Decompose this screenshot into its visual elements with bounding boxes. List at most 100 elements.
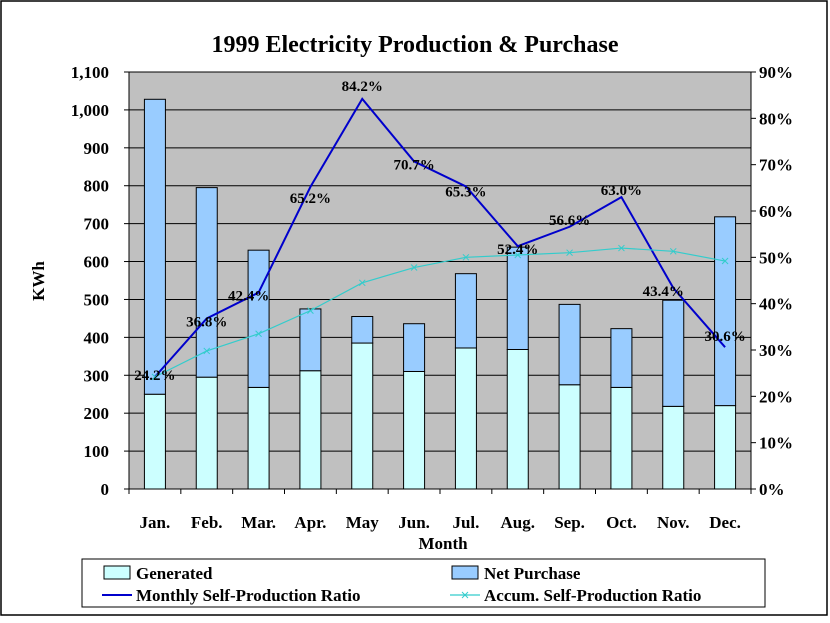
accum-point bbox=[721, 257, 729, 265]
bar-net-purchase bbox=[403, 323, 426, 372]
legend-swatch-net-purchase bbox=[451, 565, 479, 580]
legend-marker-accum bbox=[461, 591, 469, 599]
accum-point-stroke bbox=[514, 251, 522, 259]
bar-net-purchase bbox=[299, 308, 322, 372]
accum-point-stroke bbox=[669, 247, 677, 255]
bar-generated bbox=[558, 384, 581, 490]
accum-point-stroke bbox=[203, 347, 211, 355]
bar-generated bbox=[610, 386, 633, 490]
y-tick-label: 400 bbox=[84, 328, 110, 347]
y2-tick-label: 80% bbox=[759, 109, 793, 128]
accum-point-stroke bbox=[255, 330, 262, 338]
y-tick-label: 700 bbox=[84, 215, 110, 234]
accum-point bbox=[669, 247, 677, 255]
bar-net-purchase bbox=[558, 303, 581, 386]
y-tick-label: 200 bbox=[84, 404, 110, 423]
bar-generated bbox=[351, 342, 374, 490]
plot-area bbox=[128, 71, 752, 490]
bars bbox=[143, 98, 737, 490]
monthly-ratio-label: 63.0% bbox=[601, 183, 642, 199]
legend-label-net-purchase: Net Purchase bbox=[484, 564, 581, 583]
bar-net-purchase bbox=[195, 187, 218, 378]
accum-point-stroke bbox=[462, 253, 470, 261]
legend-label-monthly: Monthly Self-Production Ratio bbox=[136, 586, 360, 605]
lines bbox=[151, 97, 729, 381]
bar-generated bbox=[299, 370, 322, 490]
y-tick-label: 1,000 bbox=[71, 101, 109, 120]
legend-label-generated: Generated bbox=[136, 564, 213, 583]
bar-net-purchase bbox=[610, 328, 633, 388]
monthly-ratio-label: 24.2% bbox=[134, 368, 175, 384]
bar-generated bbox=[714, 405, 737, 490]
monthly-ratio-label: 42.4% bbox=[228, 289, 269, 305]
accum-point bbox=[410, 264, 418, 271]
bar-net-purchase bbox=[143, 98, 166, 395]
y2-tick-label: 10% bbox=[759, 434, 793, 453]
chart-title: 1999 Electricity Production & Purchase bbox=[211, 32, 618, 58]
x-tick-label: Jan. bbox=[140, 513, 171, 532]
y-tick-label: 0 bbox=[101, 480, 110, 499]
legend: Generated Net Purchase Monthly Self-Prod… bbox=[81, 558, 766, 608]
x-axis-label: Month bbox=[418, 534, 468, 553]
accum-point bbox=[358, 279, 366, 287]
legend-marker-stroke bbox=[461, 591, 469, 599]
accum-point-stroke bbox=[307, 307, 314, 314]
monthly-ratio-label: 30.6% bbox=[704, 329, 745, 345]
y2-tick-label: 50% bbox=[759, 248, 793, 267]
bar-generated bbox=[195, 376, 218, 490]
y-tick-label: 600 bbox=[84, 253, 110, 272]
y-tick-label: 100 bbox=[84, 442, 110, 461]
y2-tick-label: 60% bbox=[759, 202, 793, 221]
y-tick-label: 1,100 bbox=[71, 63, 109, 82]
accum-point bbox=[514, 251, 522, 259]
monthly-ratio-label: 36.8% bbox=[186, 314, 227, 330]
x-tick-label: Aug. bbox=[501, 513, 535, 532]
monthly-ratio-label: 70.7% bbox=[393, 157, 434, 173]
y2-tick-label: 30% bbox=[759, 341, 793, 360]
x-tick-label: Oct. bbox=[606, 513, 637, 532]
accum-point-stroke bbox=[618, 244, 625, 252]
accum-point bbox=[566, 249, 573, 257]
x-tick-label: Apr. bbox=[294, 513, 326, 532]
accum-point-stroke bbox=[151, 373, 159, 381]
y2-tick-label: 20% bbox=[759, 387, 793, 406]
bar-generated bbox=[143, 393, 166, 490]
monthly-ratio-label: 65.2% bbox=[290, 191, 331, 207]
bar-net-purchase bbox=[454, 273, 477, 349]
x-tick-label: Jul. bbox=[452, 513, 479, 532]
monthly-ratio-label: 56.6% bbox=[549, 213, 590, 229]
accum-point bbox=[462, 253, 470, 261]
y-tick-label: 900 bbox=[84, 139, 110, 158]
x-tick-label: Dec. bbox=[709, 513, 741, 532]
accum-point bbox=[618, 244, 625, 252]
y-axis-label: KWh bbox=[29, 261, 48, 301]
bar-net-purchase bbox=[662, 299, 685, 407]
line-monthly-ratio bbox=[154, 97, 726, 378]
y2-tick-label: 90% bbox=[759, 63, 793, 82]
y2-tick-label: 40% bbox=[759, 295, 793, 314]
bar-generated bbox=[403, 370, 426, 490]
bar-net-purchase bbox=[506, 246, 529, 350]
monthly-ratio-label: 65.3% bbox=[445, 184, 486, 200]
bar-generated bbox=[454, 347, 477, 490]
x-tick-label: Nov. bbox=[657, 513, 690, 532]
bar-net-purchase bbox=[247, 249, 270, 388]
legend-label-accum: Accum. Self-Production Ratio bbox=[484, 586, 701, 605]
y2-tick-label: 0% bbox=[759, 480, 785, 499]
x-tick-label: Sep. bbox=[554, 513, 585, 532]
gridlines bbox=[129, 109, 751, 452]
x-tick-label: May bbox=[346, 513, 380, 532]
accum-point-stroke bbox=[721, 257, 729, 265]
bar-generated bbox=[247, 386, 270, 490]
y2-tick-label: 70% bbox=[759, 156, 793, 175]
line-accum-ratio bbox=[154, 247, 726, 378]
monthly-ratio-label: 52.4% bbox=[497, 242, 538, 258]
bar-net-purchase bbox=[714, 216, 737, 407]
bar-generated bbox=[662, 405, 685, 490]
legend-box bbox=[81, 558, 766, 608]
legend-swatch-generated bbox=[103, 565, 131, 580]
x-tick-label: Mar. bbox=[241, 513, 276, 532]
accum-point-stroke bbox=[410, 264, 418, 271]
